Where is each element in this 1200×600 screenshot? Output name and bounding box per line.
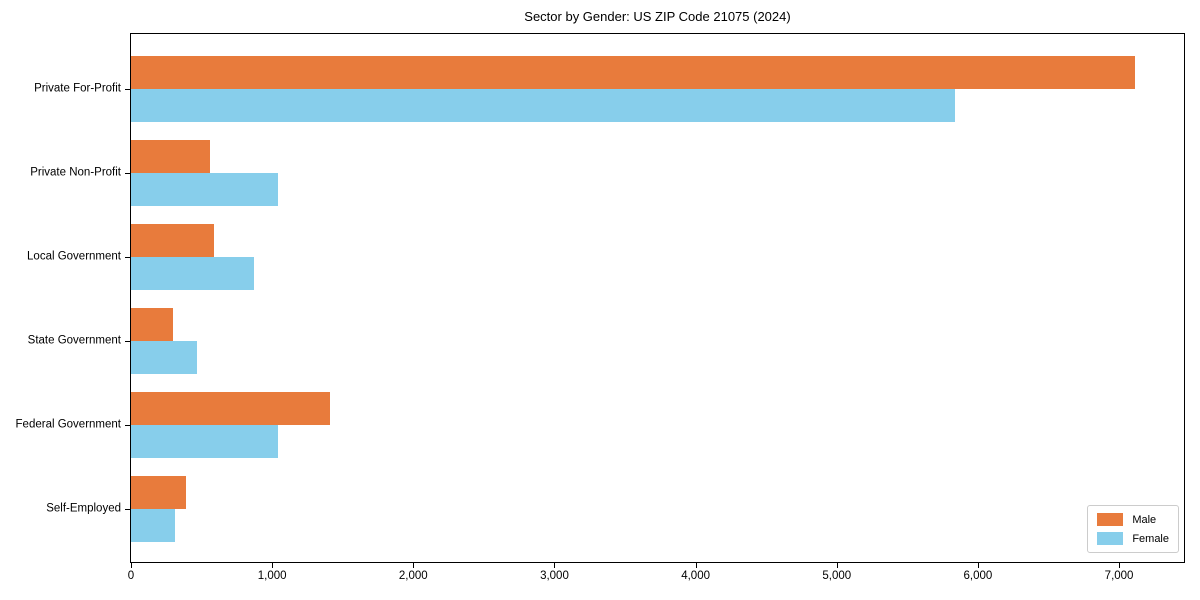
x-tick-5000 bbox=[836, 563, 838, 568]
y-tick-local-government bbox=[125, 257, 130, 258]
y-tick-self-employed bbox=[125, 509, 130, 510]
bar-male-state-government bbox=[131, 308, 174, 341]
male-legend-swatch-icon bbox=[1097, 513, 1124, 526]
bar-female-local-government bbox=[131, 257, 254, 290]
x-tick-label-6000: 6,000 bbox=[963, 570, 993, 582]
bar-male-local-government bbox=[131, 224, 215, 257]
female-legend-label: Female bbox=[1132, 532, 1169, 545]
x-tick-label-7000: 7,000 bbox=[1104, 570, 1134, 582]
y-tick-label-federal-government: Federal Government bbox=[15, 418, 121, 431]
y-tick-label-state-government: State Government bbox=[27, 334, 121, 347]
chart-title: Sector by Gender: US ZIP Code 21075 (202… bbox=[524, 9, 791, 24]
bar-male-federal-government bbox=[131, 392, 331, 425]
bar-female-self-employed bbox=[131, 509, 175, 542]
bar-male-private-for-profit bbox=[131, 56, 1135, 89]
x-tick-4000 bbox=[695, 563, 697, 568]
legend-item-female: Female bbox=[1097, 532, 1169, 545]
y-tick-private-non-profit bbox=[125, 173, 130, 174]
legend: Male Female bbox=[1087, 505, 1179, 553]
x-tick-0 bbox=[131, 563, 132, 568]
y-tick-federal-government bbox=[125, 425, 130, 426]
x-tick-label-1000: 1,000 bbox=[257, 570, 287, 582]
y-tick-label-local-government: Local Government bbox=[27, 250, 121, 263]
bar-female-private-for-profit bbox=[131, 89, 956, 122]
x-tick-7000 bbox=[1119, 563, 1121, 568]
bar-female-state-government bbox=[131, 341, 198, 374]
x-tick-label-0: 0 bbox=[127, 570, 135, 582]
plot-area: Male Female Private For-Profit Private No… bbox=[16, 33, 1185, 582]
bar-male-private-non-profit bbox=[131, 140, 211, 173]
y-tick-label-self-employed: Self-Employed bbox=[46, 502, 121, 515]
x-tick-label-4000: 4,000 bbox=[681, 570, 710, 582]
x-tick-label-5000: 5,000 bbox=[822, 570, 852, 582]
male-legend-label: Male bbox=[1132, 513, 1157, 526]
y-tick-label-private-for-profit: Private For-Profit bbox=[34, 82, 121, 95]
x-tick-2000 bbox=[413, 563, 415, 568]
legend-item-male: Male bbox=[1097, 513, 1169, 526]
x-tick-label-2000: 2,000 bbox=[398, 570, 428, 582]
y-tick-private-for-profit bbox=[125, 89, 130, 90]
y-tick-state-government bbox=[125, 341, 130, 342]
y-tick-label-private-non-profit: Private Non-Profit bbox=[30, 166, 121, 179]
bar-female-private-non-profit bbox=[131, 173, 278, 206]
x-tick-1000 bbox=[272, 563, 274, 568]
bar-female-federal-government bbox=[131, 425, 278, 458]
x-tick-label-3000: 3,000 bbox=[540, 570, 569, 582]
female-legend-swatch-icon bbox=[1097, 532, 1124, 545]
x-tick-3000 bbox=[554, 563, 556, 568]
x-tick-6000 bbox=[977, 563, 979, 568]
bar-male-self-employed bbox=[131, 476, 187, 509]
